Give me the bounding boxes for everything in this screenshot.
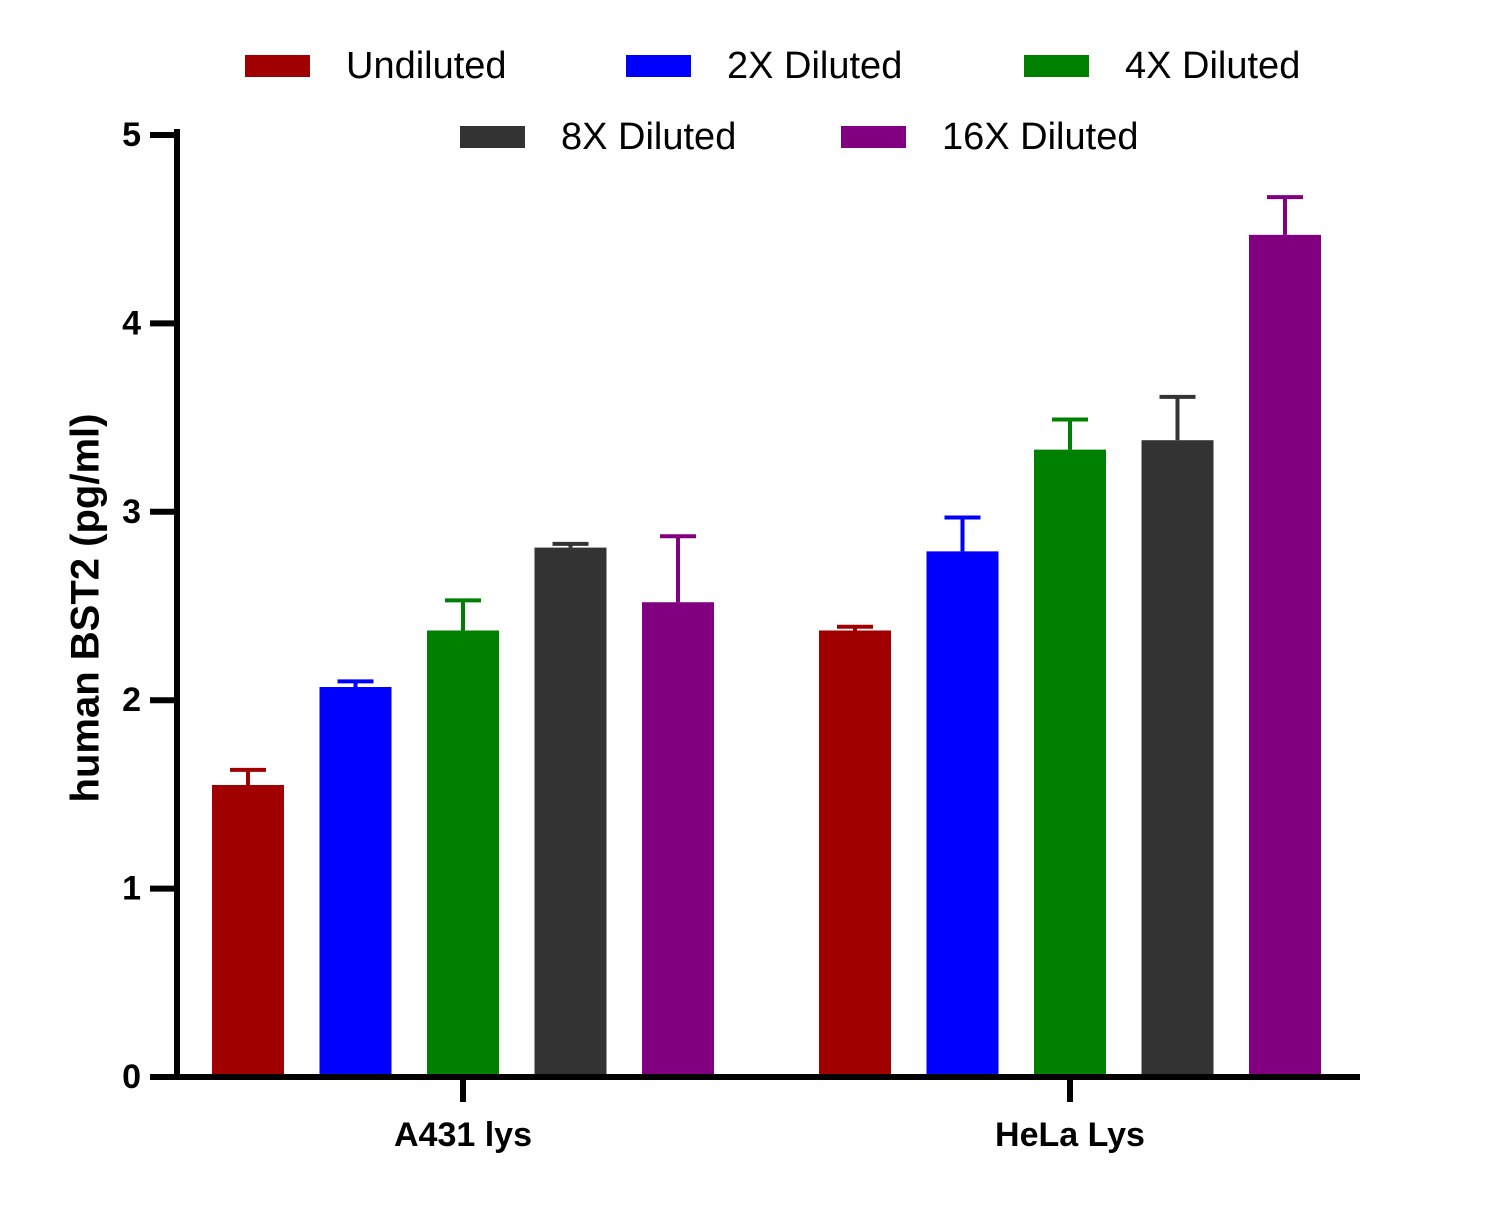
legend-swatch-2x-diluted bbox=[626, 55, 691, 77]
legend-swatch-16x-diluted bbox=[841, 126, 906, 148]
axes-group bbox=[150, 129, 1360, 1080]
x-ticks-group: A431 lys HeLa Lys bbox=[394, 1077, 1145, 1154]
y-tick-label: 5 bbox=[122, 116, 141, 154]
y-axis-title: human BST2 (pg/ml) bbox=[64, 414, 108, 803]
y-tick-label: 0 bbox=[122, 1058, 141, 1096]
bar-16x-diluted-a431-lys bbox=[642, 602, 714, 1077]
bar-2x-diluted-hela-lys bbox=[926, 551, 999, 1077]
y-tick-label: 2 bbox=[122, 681, 141, 719]
bar-4x-diluted-a431-lys bbox=[427, 630, 499, 1077]
bar-4x-diluted-hela-lys bbox=[1034, 449, 1106, 1077]
bar-16x-diluted-hela-lys bbox=[1249, 234, 1321, 1078]
bar-2x-diluted-a431-lys bbox=[319, 687, 392, 1077]
y-tick-label: 3 bbox=[122, 493, 141, 531]
legend-label-4x-diluted: 4X Diluted bbox=[1125, 45, 1300, 87]
legend-label-undiluted: Undiluted bbox=[346, 45, 507, 87]
legend-label-2x-diluted: 2X Diluted bbox=[727, 45, 902, 87]
legend-swatch-8x-diluted bbox=[460, 126, 525, 148]
x-tick-label-hela-lys: HeLa Lys bbox=[995, 1116, 1145, 1154]
bar-undiluted-hela-lys bbox=[819, 630, 891, 1077]
legend-swatch-4x-diluted bbox=[1024, 55, 1089, 77]
legend-label-16x-diluted: 16X Diluted bbox=[942, 116, 1138, 158]
y-tick-label: 4 bbox=[122, 304, 141, 342]
bar-undiluted-a431-lys bbox=[212, 784, 284, 1077]
legend-label-8x-diluted: 8X Diluted bbox=[561, 116, 736, 158]
y-tick-label: 1 bbox=[122, 870, 141, 908]
legend-swatch-undiluted bbox=[245, 55, 310, 77]
bar-8x-diluted-a431-lys bbox=[534, 547, 607, 1077]
y-ticks-group: 0 1 2 3 4 5 bbox=[122, 116, 177, 1096]
legend: Undiluted 2X Diluted 4X Diluted 8X Diluted 1… bbox=[245, 45, 1300, 158]
bars-group bbox=[212, 195, 1321, 1078]
x-tick-label-a431-lys: A431 lys bbox=[394, 1116, 532, 1154]
bar-8x-diluted-hela-lys bbox=[1141, 440, 1214, 1077]
